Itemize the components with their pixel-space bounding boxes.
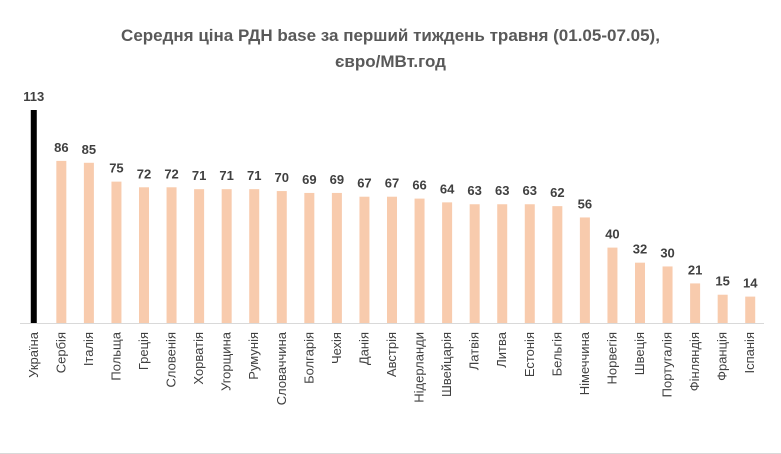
bar-9: [249, 189, 260, 323]
category-label: Бельгія: [549, 332, 564, 376]
data-label: 40: [605, 227, 619, 242]
bar-1: [30, 110, 37, 323]
data-label: 63: [523, 183, 537, 198]
category-label: Латвія: [467, 332, 482, 370]
category-label: Фінляндія: [687, 332, 702, 391]
bar-18: [497, 204, 508, 323]
data-label: 15: [715, 274, 729, 289]
data-label: 14: [743, 276, 758, 291]
data-label: 71: [192, 168, 206, 183]
category-label: Болгарія: [301, 332, 316, 384]
bar-22: [607, 247, 618, 323]
data-label: 64: [440, 181, 455, 196]
data-label: 56: [578, 196, 592, 211]
category-label: Сербія: [53, 332, 68, 373]
bar-10: [276, 191, 287, 323]
category-label: Польща: [108, 331, 123, 380]
category-label: Хорватія: [191, 332, 206, 385]
bar-26: [717, 294, 728, 323]
data-label: 30: [660, 245, 674, 260]
data-label: 72: [164, 166, 178, 181]
category-label: Нідерланди: [412, 332, 427, 403]
data-label: 32: [633, 242, 647, 257]
bar-8: [221, 189, 232, 323]
bar-21: [579, 217, 590, 323]
data-label: 62: [550, 185, 564, 200]
bar-15: [414, 198, 425, 323]
category-label: Іспанія: [742, 332, 757, 374]
bar-20: [552, 206, 563, 323]
data-label: 71: [247, 168, 261, 183]
data-label: 63: [495, 183, 509, 198]
bar-25: [690, 283, 701, 323]
data-label: 66: [412, 178, 426, 193]
category-label: Данія: [356, 332, 371, 365]
bar-4: [111, 181, 122, 323]
category-label: Норвегія: [604, 332, 619, 385]
bar-14: [387, 196, 397, 323]
data-label: 70: [275, 170, 289, 185]
category-label: Греція: [136, 332, 151, 370]
category-label: Естонія: [522, 332, 537, 377]
category-label: Франція: [715, 332, 730, 381]
data-label: 113: [23, 89, 44, 104]
category-label: Угорщина: [219, 331, 234, 391]
bar-23: [635, 262, 645, 323]
data-label: 86: [54, 140, 68, 155]
category-label: Австрія: [384, 332, 399, 377]
bar-17: [469, 204, 480, 323]
data-label: 71: [219, 168, 233, 183]
bar-24: [662, 266, 673, 323]
data-label: 72: [137, 166, 151, 181]
category-label: Словенія: [164, 332, 179, 387]
data-label: 63: [467, 183, 481, 198]
bar-16: [442, 202, 453, 323]
bar-6: [166, 187, 177, 323]
category-label: Італія: [81, 332, 96, 366]
category-label: Румунія: [246, 332, 261, 380]
bar-11: [304, 192, 315, 323]
category-label: Швейцарія: [439, 332, 454, 397]
bar-7: [194, 189, 205, 323]
bar-19: [524, 204, 535, 323]
bar-5: [139, 187, 149, 323]
data-label: 67: [357, 176, 371, 191]
data-label: 69: [330, 172, 344, 187]
data-label: 85: [82, 142, 96, 157]
chart-title: Середня ціна РДН base за перший тиждень …: [121, 26, 660, 45]
category-label: Чехія: [329, 332, 344, 364]
data-label: 67: [385, 176, 399, 191]
category-label: Португалія: [660, 332, 675, 397]
category-label: Швеція: [632, 332, 647, 375]
data-label: 75: [109, 161, 123, 176]
category-label: Україна: [26, 331, 41, 378]
category-label: Німеччина: [577, 331, 592, 395]
data-label: 69: [302, 172, 316, 187]
bar-13: [359, 196, 370, 323]
bar-2: [56, 160, 67, 323]
category-label: Литва: [494, 331, 509, 368]
bar-3: [83, 162, 94, 323]
chart-subtitle: євро/МВт.год: [335, 52, 446, 71]
data-label: 21: [688, 262, 702, 277]
category-label: Словаччина: [274, 331, 289, 405]
bar-27: [745, 296, 756, 323]
bar-12: [331, 192, 342, 323]
